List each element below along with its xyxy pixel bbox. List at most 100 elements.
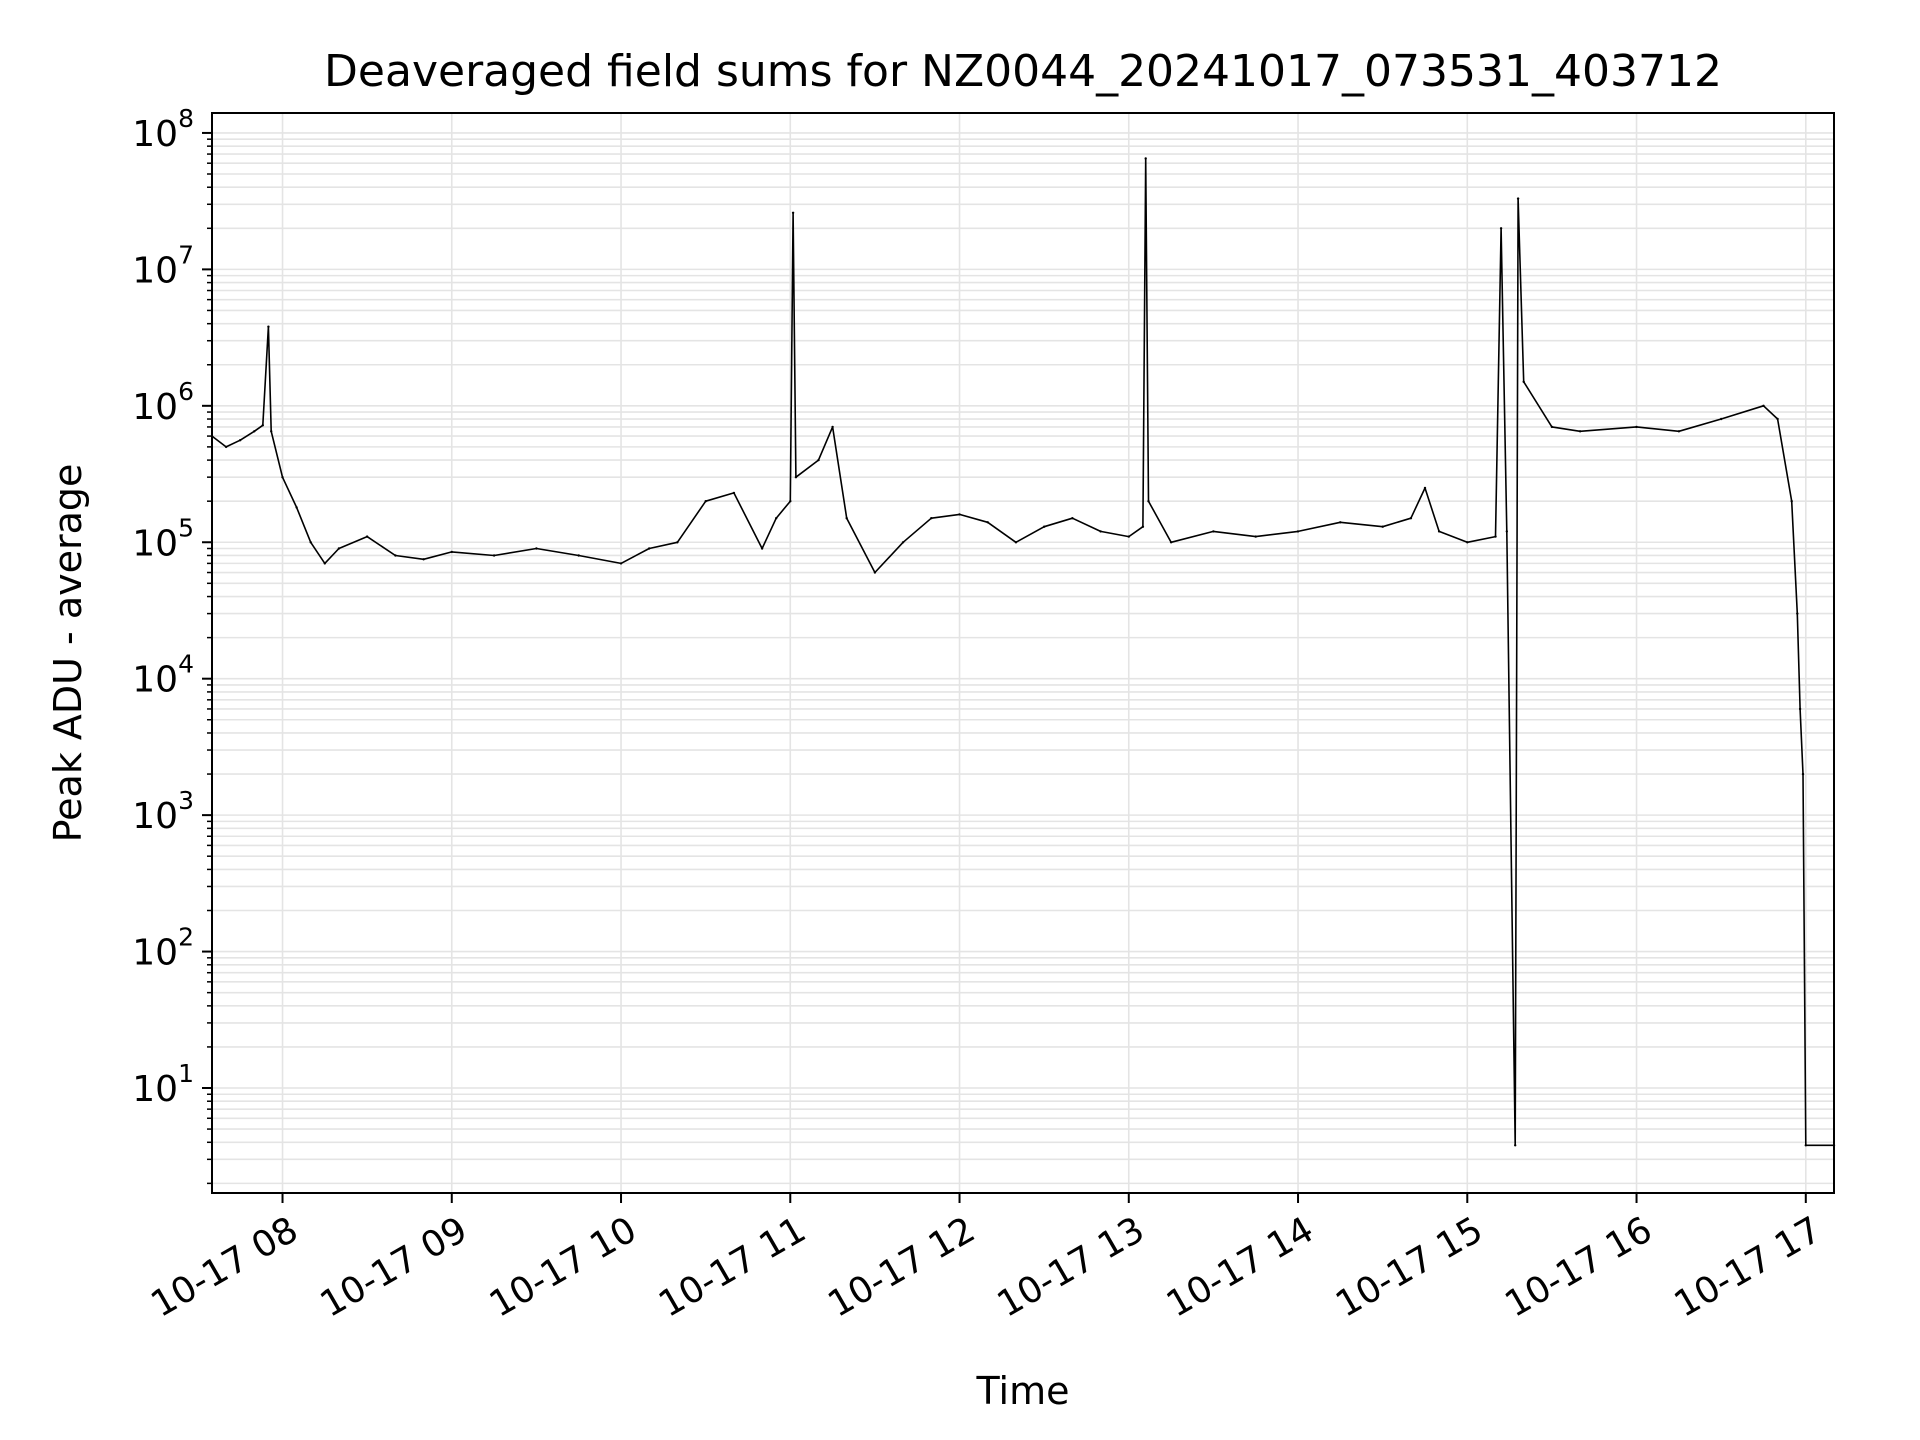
data-point	[1466, 541, 1469, 544]
data-point	[1043, 525, 1046, 528]
data-point	[1144, 157, 1147, 160]
data-point	[267, 325, 270, 328]
data-point	[1381, 525, 1384, 528]
data-point	[492, 554, 496, 557]
data-point	[958, 513, 961, 516]
data-point	[1014, 541, 1018, 544]
data-point	[1798, 707, 1802, 711]
data-point	[224, 445, 228, 449]
data-point	[323, 562, 326, 565]
data-point	[1776, 417, 1779, 421]
data-point	[1141, 525, 1145, 528]
y-tick-base: 10	[132, 796, 178, 837]
data-point	[394, 554, 397, 557]
data-point	[1522, 380, 1525, 383]
chart-title: Deaveraged field sums for NZ0044_2024101…	[324, 46, 1722, 97]
y-tick-base: 10	[132, 933, 178, 974]
y-tick-exponent: 2	[178, 923, 194, 952]
data-point	[365, 535, 369, 538]
data-point	[817, 458, 820, 462]
plot-frame	[211, 112, 1835, 1194]
data-point	[760, 547, 764, 550]
data-point	[789, 500, 792, 503]
data-point	[1499, 227, 1503, 230]
y-tick-base: 10	[132, 387, 178, 428]
data-point	[901, 541, 905, 544]
data-point	[1790, 500, 1793, 503]
data-point	[1677, 430, 1681, 433]
data-point	[1423, 486, 1427, 490]
y-tick-base: 10	[132, 114, 178, 155]
data-point	[1212, 530, 1215, 533]
data-point	[791, 211, 795, 214]
y-tick-label: 105	[132, 513, 194, 564]
y-tick-exponent: 4	[178, 650, 194, 679]
data-point	[1339, 521, 1342, 524]
data-point	[986, 521, 989, 524]
y-axis-label: Peak ADU - average	[46, 464, 90, 843]
y-tick-label: 107	[132, 240, 194, 291]
data-point	[1169, 541, 1173, 544]
data-point	[1296, 530, 1300, 533]
data-point	[1437, 530, 1441, 533]
data-point	[1796, 612, 1799, 615]
data-point	[831, 425, 834, 429]
data-point	[1550, 425, 1554, 429]
data-point	[1578, 430, 1582, 433]
data-point	[704, 500, 707, 503]
data-point	[1254, 535, 1257, 538]
data-point	[1516, 197, 1520, 200]
data-point	[1494, 535, 1497, 538]
data-point	[873, 571, 877, 574]
y-tick-label: 102	[132, 923, 194, 974]
data-point	[845, 517, 848, 520]
x-axis-label: Time	[976, 1369, 1070, 1413]
data-point	[1804, 1144, 1808, 1147]
data-point	[1514, 1144, 1517, 1147]
y-tick-exponent: 6	[178, 377, 194, 406]
data-point	[239, 439, 242, 442]
data-point	[422, 558, 425, 561]
data-point	[930, 517, 933, 520]
data-point	[619, 562, 623, 565]
y-tick-label: 106	[132, 377, 194, 428]
y-tick-label: 104	[132, 650, 194, 701]
y-tick-exponent: 1	[178, 1059, 194, 1088]
data-point	[648, 547, 651, 550]
data-point	[1801, 772, 1805, 776]
grid	[212, 113, 1834, 1193]
data-point	[1762, 404, 1765, 407]
data-point	[450, 550, 453, 554]
data-point	[253, 430, 256, 433]
series-layer	[210, 157, 1836, 1147]
data-point	[295, 506, 298, 509]
y-tick-label: 103	[132, 786, 194, 837]
y-tick-label: 108	[132, 104, 194, 155]
data-point	[577, 554, 580, 557]
y-tick-exponent: 5	[178, 513, 194, 542]
data-point	[261, 424, 264, 427]
data-point	[337, 547, 341, 550]
y-tick-base: 10	[132, 523, 178, 564]
data-point	[1409, 517, 1413, 520]
data-point	[732, 491, 736, 495]
data-point	[309, 541, 312, 544]
y-tick-exponent: 3	[178, 786, 194, 815]
y-tick-base: 10	[132, 250, 178, 291]
data-point	[1099, 530, 1102, 533]
data-point	[1720, 417, 1723, 421]
data-point	[794, 476, 798, 479]
data-point	[1071, 517, 1074, 520]
y-tick-base: 10	[132, 1069, 178, 1110]
y-tick-base: 10	[132, 660, 178, 701]
y-tick-exponent: 8	[178, 104, 194, 133]
y-tick-label: 101	[132, 1059, 194, 1110]
series-line	[211, 157, 1834, 1147]
data-point	[535, 547, 538, 550]
data-point	[1505, 530, 1509, 533]
data-point	[676, 541, 679, 544]
data-point	[775, 517, 778, 520]
data-point	[1127, 535, 1131, 538]
